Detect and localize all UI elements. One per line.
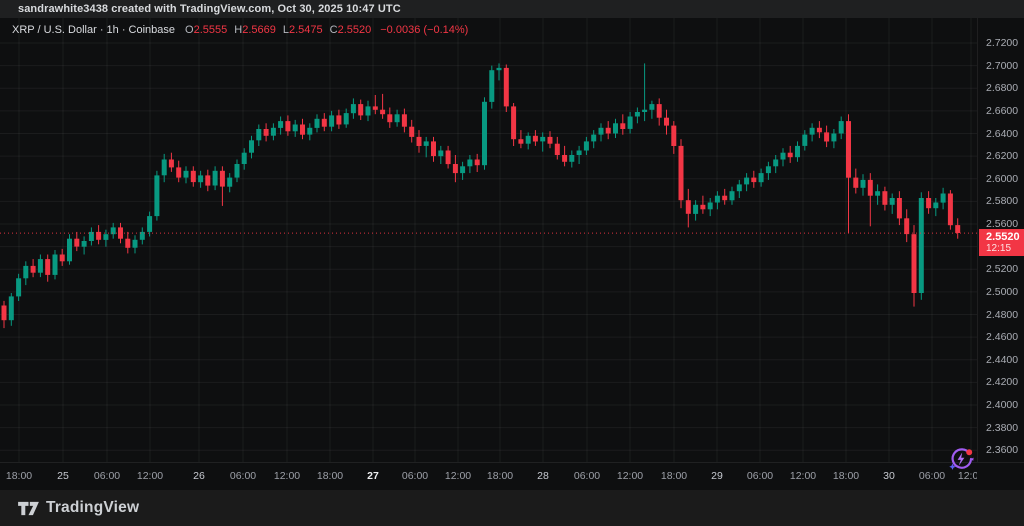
price-tick-label: 2.4200 — [986, 376, 1019, 389]
axis-corner — [977, 463, 1024, 490]
chart-pane[interactable]: XRP / U.S. Dollar · 1h · Coinbase O2.555… — [0, 18, 977, 462]
time-tick-label: 18:00 — [486, 470, 514, 482]
price-tick-label: 2.6200 — [986, 150, 1019, 163]
time-tick-label: 06:00 — [401, 470, 429, 482]
replay-lightning-icon[interactable] — [946, 444, 976, 474]
price-tick-label: 2.5200 — [986, 263, 1019, 276]
price-tick-label: 2.4400 — [986, 353, 1019, 366]
bar-countdown-timer: 12:15 — [986, 243, 1012, 255]
attribution-bar: sandrawhite3438 created with TradingView… — [0, 0, 1024, 18]
time-tick-label: 12:00 — [444, 470, 472, 482]
ohlc-close: C2.5520 — [329, 24, 372, 36]
time-tick-label: 12:00 — [273, 470, 301, 482]
time-tick-label: 18:00 — [316, 470, 344, 482]
candlestick-chart[interactable] — [0, 18, 977, 462]
symbol-title[interactable]: XRP / U.S. Dollar · 1h · Coinbase — [12, 24, 176, 36]
ohlc-low: L2.5475 — [282, 24, 323, 36]
price-tick-label: 2.4600 — [986, 331, 1019, 344]
time-tick-label: 30 — [883, 470, 895, 482]
time-tick-label: 12:00 — [789, 470, 817, 482]
time-tick-label: 25 — [57, 470, 69, 482]
price-tick-label: 2.7000 — [986, 59, 1019, 72]
price-axis[interactable]: 2.5520 12:15 2.7200 2.7000 2.6800 2.6600 2.6… — [977, 18, 1024, 462]
price-tick-label: 2.6400 — [986, 127, 1019, 140]
time-axis-separator — [0, 462, 1024, 463]
time-tick-label: 06:00 — [229, 470, 257, 482]
time-tick-label: 12:00 — [616, 470, 644, 482]
price-tick-label: 2.4800 — [986, 308, 1019, 321]
chart-legend: XRP / U.S. Dollar · 1h · Coinbase O2.555… — [12, 24, 468, 36]
current-price-tag: 2.5520 12:15 — [979, 229, 1024, 257]
price-tick-label: 2.3800 — [986, 421, 1019, 434]
ohlc-open: O2.5555 — [185, 24, 228, 36]
time-tick-label: 12:00 — [136, 470, 164, 482]
price-tick-label: 2.5800 — [986, 195, 1019, 208]
current-price-value: 2.5520 — [986, 231, 1020, 244]
price-tick-label: 2.6600 — [986, 104, 1019, 117]
time-tick-label: 12:00 — [957, 470, 977, 482]
price-tick-label: 2.4000 — [986, 399, 1019, 411]
price-tick-label: 2.6800 — [986, 82, 1019, 95]
footer-bar: TradingView — [0, 490, 1024, 526]
time-tick-label: 06:00 — [573, 470, 601, 482]
price-tick-label: 2.6000 — [986, 172, 1019, 185]
time-tick-label: 18:00 — [660, 470, 688, 482]
time-tick-label: 29 — [711, 470, 723, 482]
time-tick-label: 06:00 — [918, 470, 946, 482]
ohlc-high: H2.5669 — [234, 24, 276, 36]
time-tick-label: 28 — [537, 470, 549, 482]
tradingview-logo-icon — [18, 501, 39, 515]
attribution-text: sandrawhite3438 created with TradingView… — [18, 3, 401, 15]
time-tick-label: 26 — [193, 470, 205, 482]
time-tick-label: 18:00 — [5, 470, 33, 482]
price-tick-label: 2.5000 — [986, 285, 1019, 298]
time-tick-label: 06:00 — [93, 470, 121, 482]
time-tick-label: 27 — [367, 470, 379, 482]
price-tick-label: 2.5600 — [986, 218, 1019, 230]
price-tick-label: 2.3600 — [986, 444, 1019, 457]
tradingview-logo[interactable]: TradingView — [18, 499, 139, 517]
brand-name: TradingView — [46, 499, 140, 516]
time-tick-label: 06:00 — [746, 470, 774, 482]
time-axis[interactable]: 18:00 25 06:00 12:00 26 06:00 12:00 18:00 27 06:0… — [0, 463, 977, 490]
change-readout: −0.0036 (−0.14%) — [380, 24, 469, 36]
price-tick-label: 2.7200 — [986, 37, 1019, 49]
time-tick-label: 18:00 — [832, 470, 860, 482]
